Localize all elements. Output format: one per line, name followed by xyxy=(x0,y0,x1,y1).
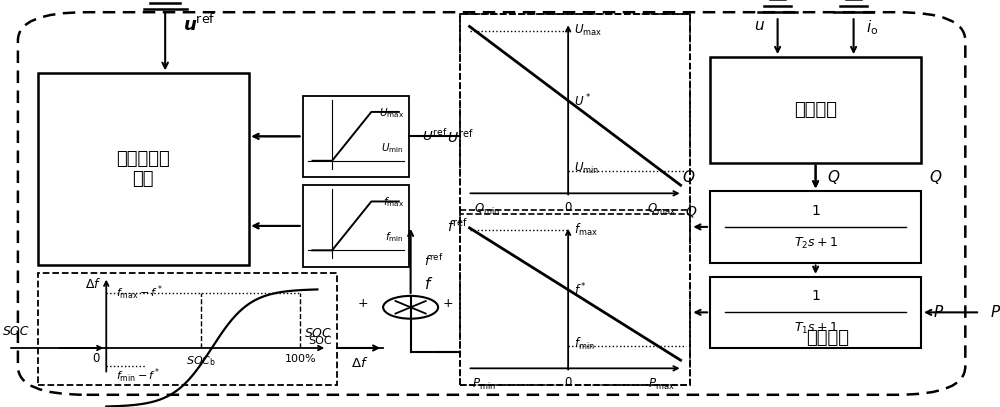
Text: $U_{\rm min}$: $U_{\rm min}$ xyxy=(574,161,599,177)
Text: $P_{\rm max}$: $P_{\rm max}$ xyxy=(648,376,674,392)
Bar xyxy=(710,57,921,163)
Bar xyxy=(38,73,249,265)
Text: $U_{\rm min}$: $U_{\rm min}$ xyxy=(381,141,404,155)
Text: $f^*$: $f^*$ xyxy=(574,281,587,298)
Bar xyxy=(460,14,690,210)
Text: +: + xyxy=(443,297,454,310)
Text: $\Delta f$: $\Delta f$ xyxy=(85,277,101,291)
Text: 1: 1 xyxy=(811,289,820,303)
Text: 0: 0 xyxy=(564,376,572,389)
Text: $U_{\rm max}$: $U_{\rm max}$ xyxy=(379,106,404,120)
Text: $Q$: $Q$ xyxy=(827,168,841,186)
Text: $\boldsymbol{u}^{\rm ref}$: $\boldsymbol{u}^{\rm ref}$ xyxy=(183,14,215,35)
Text: $P$: $P$ xyxy=(990,304,1000,320)
Text: $f_{\rm max}-f^*$: $f_{\rm max}-f^*$ xyxy=(116,284,163,302)
Text: $\Delta f$: $\Delta f$ xyxy=(351,356,369,370)
Text: $SOC_{\rm b}$: $SOC_{\rm b}$ xyxy=(186,354,216,368)
Text: $Q$: $Q$ xyxy=(682,168,695,186)
Text: 0: 0 xyxy=(564,201,572,214)
Text: $f^{\rm ref}$: $f^{\rm ref}$ xyxy=(447,217,468,235)
Text: $U_{\rm max}$: $U_{\rm max}$ xyxy=(574,23,602,38)
Text: 100%: 100% xyxy=(285,354,316,364)
Text: 1: 1 xyxy=(811,204,820,217)
Text: $Q$: $Q$ xyxy=(929,168,942,186)
Bar xyxy=(710,191,921,263)
Bar xyxy=(460,214,690,385)
Text: $U^*$: $U^*$ xyxy=(574,92,591,109)
Text: $Q$: $Q$ xyxy=(685,204,697,219)
Bar xyxy=(303,185,409,267)
Bar xyxy=(38,273,337,385)
Bar xyxy=(710,277,921,348)
Text: $f_{\rm min}-f^*$: $f_{\rm min}-f^*$ xyxy=(116,366,160,385)
Text: +: + xyxy=(358,297,368,310)
Text: $f_{\rm min}$: $f_{\rm min}$ xyxy=(574,336,595,352)
Text: $i_{\rm o}$: $i_{\rm o}$ xyxy=(866,18,879,37)
Text: $P$: $P$ xyxy=(933,304,944,320)
Text: $T_1s+1$: $T_1s+1$ xyxy=(794,321,838,336)
Text: $P_{\rm min}$: $P_{\rm min}$ xyxy=(472,376,496,392)
Text: $f$: $f$ xyxy=(424,276,434,292)
Text: $u$: $u$ xyxy=(754,18,765,33)
Text: $U^{\rm ref}$: $U^{\rm ref}$ xyxy=(447,127,474,145)
Text: $f_{\rm min}$: $f_{\rm min}$ xyxy=(385,230,404,244)
FancyBboxPatch shape xyxy=(18,12,965,395)
Text: $Q_{\rm min}$: $Q_{\rm min}$ xyxy=(474,201,500,217)
Text: $U^{\rm ref}$: $U^{\rm ref}$ xyxy=(422,128,448,144)
Text: SOC: SOC xyxy=(3,325,29,338)
Bar xyxy=(303,96,409,177)
Text: $f_{\rm max}$: $f_{\rm max}$ xyxy=(574,222,598,238)
Text: $SOC$: $SOC$ xyxy=(304,327,332,340)
Text: SOC: SOC xyxy=(308,336,332,346)
Text: 三相交流电
合成: 三相交流电 合成 xyxy=(116,149,170,188)
Text: 0: 0 xyxy=(92,352,99,365)
Text: $f_{\rm max}$: $f_{\rm max}$ xyxy=(383,195,404,209)
Text: 功率测量: 功率测量 xyxy=(794,101,837,119)
Bar xyxy=(460,14,690,385)
Text: $Q_{\rm max}$: $Q_{\rm max}$ xyxy=(647,201,675,217)
Text: $T_2s+1$: $T_2s+1$ xyxy=(794,236,838,251)
Text: $f^{\rm ref}$: $f^{\rm ref}$ xyxy=(424,253,444,269)
Text: 外环控制: 外环控制 xyxy=(806,329,849,347)
